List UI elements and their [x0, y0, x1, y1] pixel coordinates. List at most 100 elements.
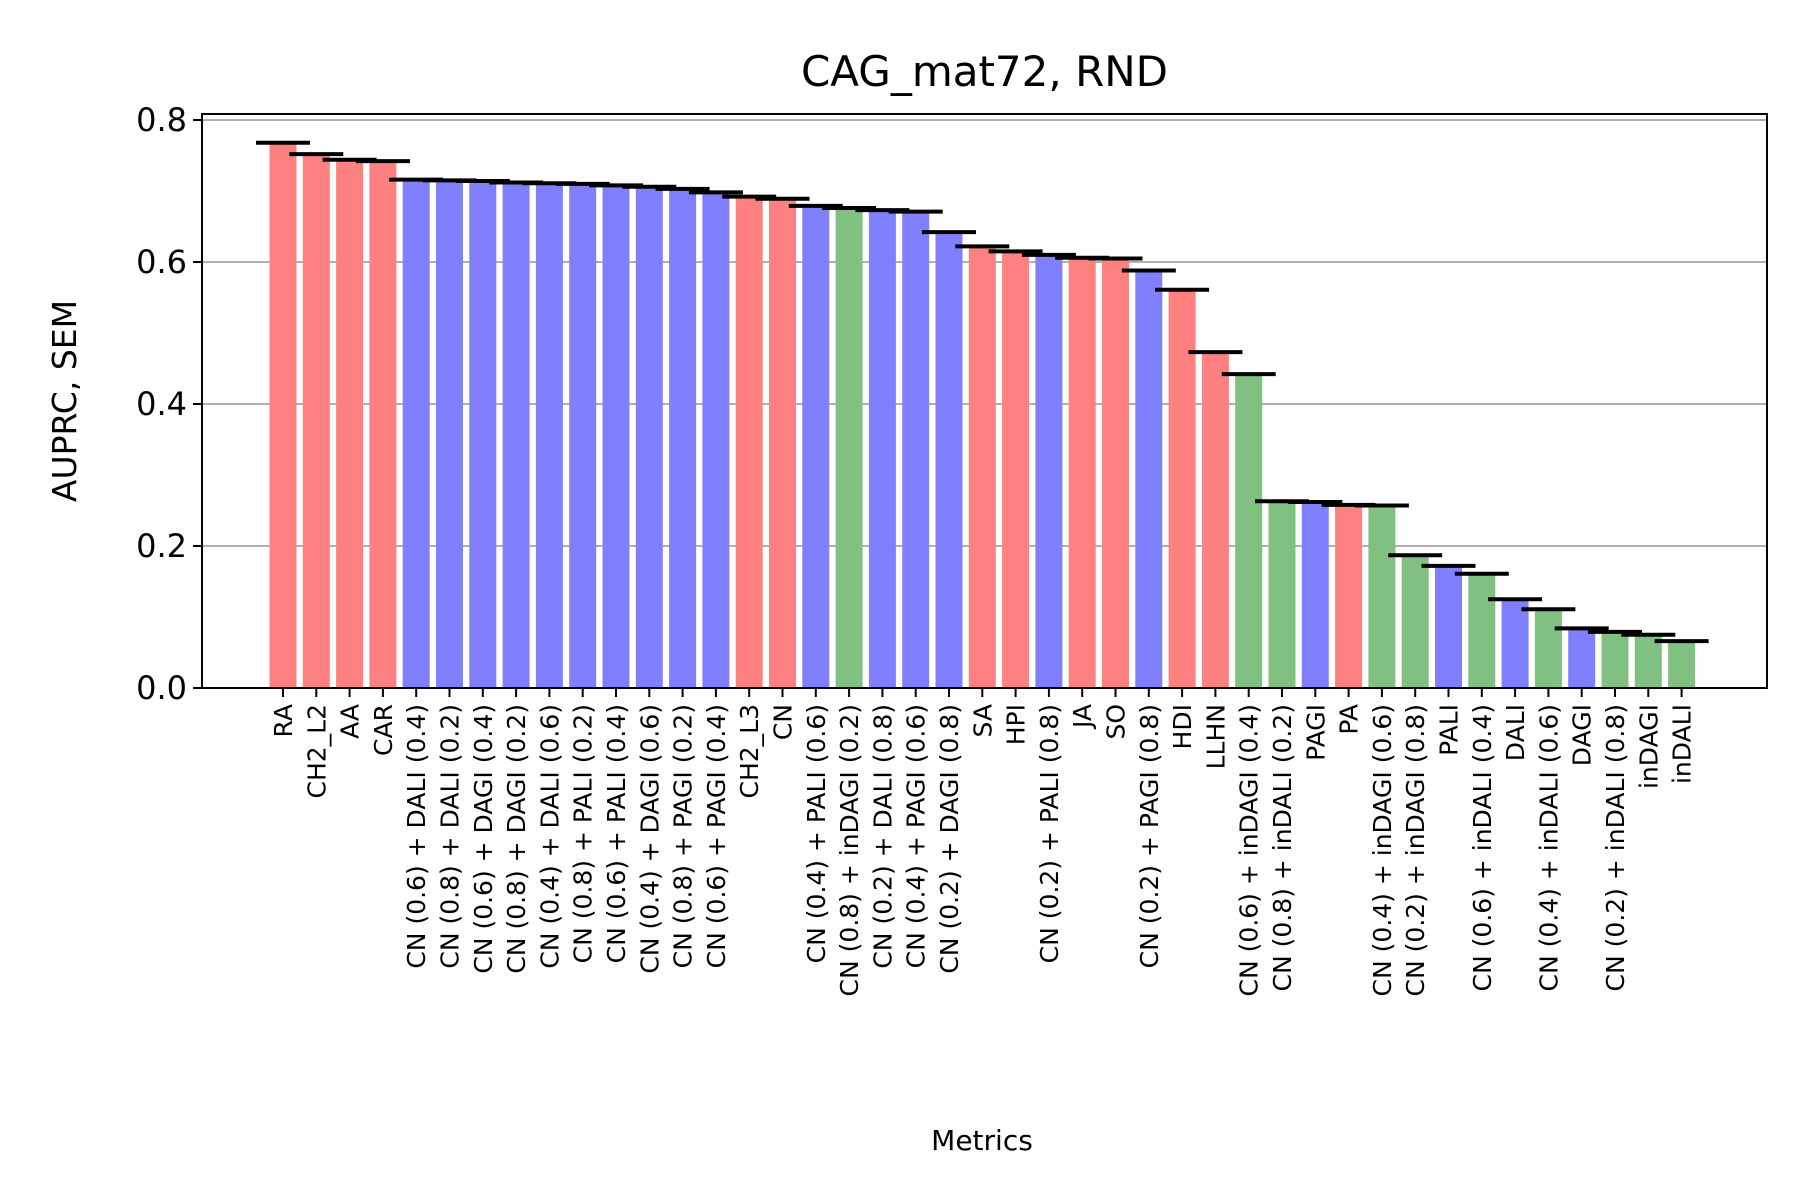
bar	[769, 198, 796, 688]
bar	[1168, 289, 1196, 688]
bar	[602, 185, 630, 688]
x-tick-label: CH2_L3	[735, 704, 764, 799]
bar	[369, 161, 397, 688]
y-tick-label: 0.6	[136, 243, 187, 281]
x-tick-label: LLHN	[1201, 704, 1230, 769]
x-tick-label: CN (0.8) + inDAGI (0.2)	[835, 704, 864, 996]
bar	[1568, 628, 1596, 688]
x-tick-label: HPI	[1002, 704, 1031, 745]
bar	[1435, 565, 1462, 688]
x-tick-label: CN	[769, 704, 798, 740]
x-tick-label: RA	[269, 704, 298, 737]
x-tick-label: CN (0.2) + inDAGI (0.8)	[1401, 704, 1430, 996]
x-tick-label: CN (0.6) + inDAGI (0.4)	[1235, 704, 1264, 996]
x-tick-label: inDAGI	[1634, 704, 1663, 789]
bar	[1668, 641, 1696, 688]
y-tick-label: 0.0	[136, 669, 187, 707]
x-tick-label: DAGI	[1568, 704, 1597, 766]
x-tick-label: CH2_L2	[302, 704, 331, 799]
bar	[269, 142, 297, 689]
bar	[1135, 270, 1163, 688]
chart-title: CAG_mat72, RND	[801, 47, 1168, 96]
x-tick-label: CN (0.4) + DAGI (0.6)	[635, 704, 664, 974]
bar	[1268, 501, 1296, 688]
bar	[1102, 258, 1129, 688]
x-tick-label: CN (0.8) + PALI (0.2)	[569, 704, 598, 963]
x-tick-label: CN (0.6) + DALI (0.4)	[402, 704, 431, 969]
bar	[1501, 599, 1529, 688]
x-tick-label: CN (0.4) + inDALI (0.6)	[1534, 704, 1563, 991]
bar	[402, 179, 430, 688]
bar	[302, 154, 330, 688]
bar	[1634, 634, 1662, 688]
bar	[635, 186, 663, 689]
bar	[336, 159, 364, 688]
bar	[469, 181, 497, 688]
x-tick-label: CN (0.2) + inDALI (0.8)	[1601, 704, 1630, 991]
bar	[1468, 573, 1496, 688]
bar	[1601, 631, 1629, 688]
x-tick-label: CN (0.4) + PALI (0.6)	[802, 704, 831, 963]
x-tick-label: CN (0.6) + DAGI (0.4)	[469, 704, 498, 974]
bar	[1534, 609, 1562, 688]
x-tick-label: SO	[1102, 704, 1131, 740]
x-tick-label: PAGI	[1301, 704, 1330, 761]
bar	[802, 205, 830, 688]
bars	[269, 142, 1696, 689]
x-tick-label: CN (0.4) + DALI (0.6)	[535, 704, 564, 969]
bar	[1301, 501, 1329, 688]
x-tick-label: CN (0.6) + PALI (0.4)	[602, 704, 631, 963]
x-tick-label: CN (0.2) + PAGI (0.8)	[1135, 704, 1164, 968]
x-tick-label: CN (0.4) + inDAGI (0.6)	[1368, 704, 1397, 996]
x-tick-label: CAR	[369, 704, 398, 756]
bar	[1335, 504, 1363, 688]
error-bars	[256, 140, 1709, 644]
x-tick-label: PA	[1335, 704, 1364, 735]
x-tick-label: CN (0.2) + DALI (0.8)	[868, 704, 897, 969]
x-tick-label: CN (0.8) + DAGI (0.2)	[502, 704, 531, 974]
x-tick-label: JA	[1068, 704, 1097, 730]
bar	[1035, 254, 1063, 688]
y-tick-label: 0.2	[136, 527, 187, 565]
x-tick-label: HDI	[1168, 704, 1197, 749]
y-axis-label: AUPRC, SEM	[45, 300, 84, 502]
bar	[669, 188, 697, 688]
bar	[868, 210, 896, 689]
bar	[569, 183, 597, 688]
bar	[1002, 251, 1030, 688]
bar	[535, 183, 563, 688]
x-axis: RA CH2_L2 AA CAR CN (0.6) + DALI (0.4) CN (0.…	[269, 688, 1697, 996]
bar	[1201, 352, 1229, 688]
x-tick-label: CN (0.2) + DAGI (0.8)	[935, 704, 964, 974]
bar	[935, 232, 963, 688]
x-tick-label: CN (0.8) + inDALI (0.2)	[1268, 704, 1297, 991]
y-axis: 0.0 0.2 0.4 0.6 0.8	[136, 101, 202, 707]
bar	[1401, 555, 1429, 688]
y-tick-label: 0.8	[136, 101, 187, 139]
bar	[968, 246, 996, 688]
x-tick-label: inDALI	[1668, 704, 1697, 784]
bar	[502, 182, 530, 689]
bar	[702, 192, 730, 689]
bar	[902, 211, 930, 688]
x-tick-label: CN (0.6) + inDALI (0.4)	[1468, 704, 1497, 991]
x-tick-label: AA	[336, 704, 365, 739]
bar	[1368, 505, 1396, 688]
x-tick-label: PALI	[1435, 704, 1464, 756]
x-tick-label: CN (0.2) + PALI (0.8)	[1035, 704, 1064, 963]
bar	[436, 180, 463, 688]
x-tick-label: SA	[968, 704, 997, 737]
bar	[1068, 257, 1096, 688]
x-tick-label: CN (0.4) + PAGI (0.6)	[902, 704, 931, 968]
x-axis-label: Metrics	[931, 1124, 1033, 1157]
y-tick-label: 0.4	[136, 385, 187, 423]
x-tick-label: CN (0.6) + PAGI (0.4)	[702, 704, 731, 968]
bar	[735, 196, 763, 688]
x-tick-label: CN (0.8) + DALI (0.2)	[436, 704, 465, 969]
x-tick-label: DALI	[1501, 704, 1530, 761]
x-tick-label: CN (0.8) + PAGI (0.2)	[669, 704, 698, 968]
bar	[1235, 374, 1263, 688]
bar	[835, 208, 863, 689]
plot-frame	[201, 113, 1768, 689]
